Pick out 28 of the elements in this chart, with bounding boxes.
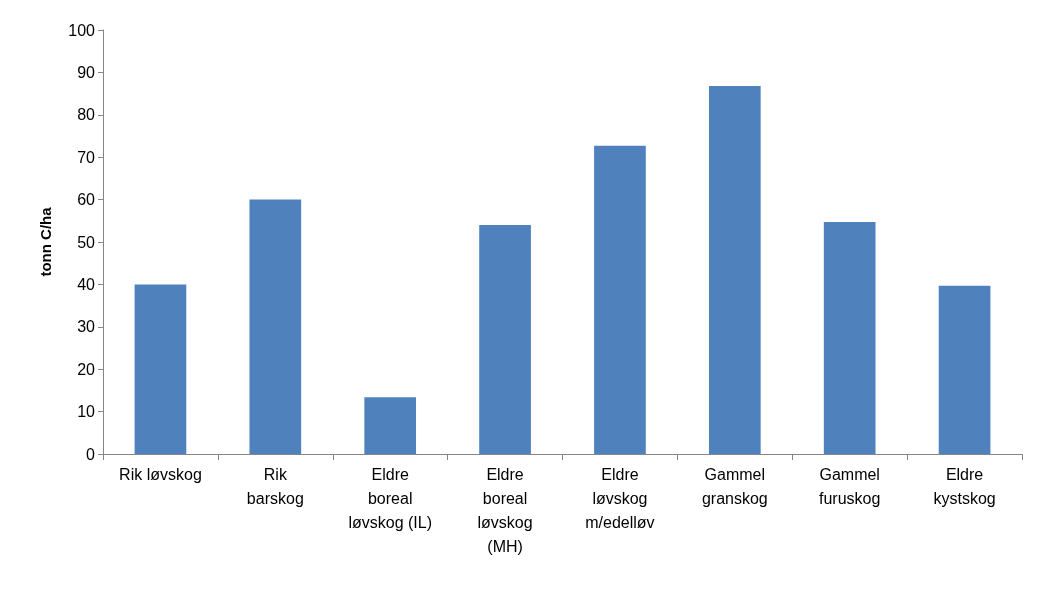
y-tick-label: 50 xyxy=(77,233,96,251)
x-tick-label: Rik løvskog xyxy=(119,465,202,483)
y-tick-label: 30 xyxy=(77,318,96,336)
y-tick-label: 80 xyxy=(77,106,96,124)
x-tick-label: Eldre løvskog m/edelløv xyxy=(585,465,655,531)
y-tick-label: 20 xyxy=(77,360,96,378)
x-tick-label: Gammel granskog xyxy=(701,465,768,507)
y-tick-label: 0 xyxy=(86,445,96,463)
y-tick-label: 10 xyxy=(77,403,96,421)
x-tick-label: Eldre kystskog xyxy=(933,465,996,507)
bar xyxy=(823,222,876,454)
y-axis-title: tonn C/ha xyxy=(37,206,54,277)
bar xyxy=(708,85,761,454)
x-tick-label: Rik barskog xyxy=(246,465,304,507)
bar xyxy=(594,145,646,454)
y-tick-label: 100 xyxy=(68,21,96,39)
x-tick-label: Eldre boreal løvskog (IL) xyxy=(348,465,432,531)
y-tick-label: 70 xyxy=(77,148,96,166)
bar xyxy=(249,199,302,454)
y-tick-label: 60 xyxy=(77,191,96,209)
bar xyxy=(479,225,531,454)
x-tick-label: Gammel furuskog xyxy=(819,465,881,507)
bar xyxy=(938,285,991,454)
bar xyxy=(134,284,187,454)
x-tick-label: Eldre boreal løvskog (MH) xyxy=(477,465,533,555)
bar xyxy=(364,397,417,454)
y-tick-label: 90 xyxy=(77,63,96,81)
y-tick-label: 40 xyxy=(77,275,96,293)
